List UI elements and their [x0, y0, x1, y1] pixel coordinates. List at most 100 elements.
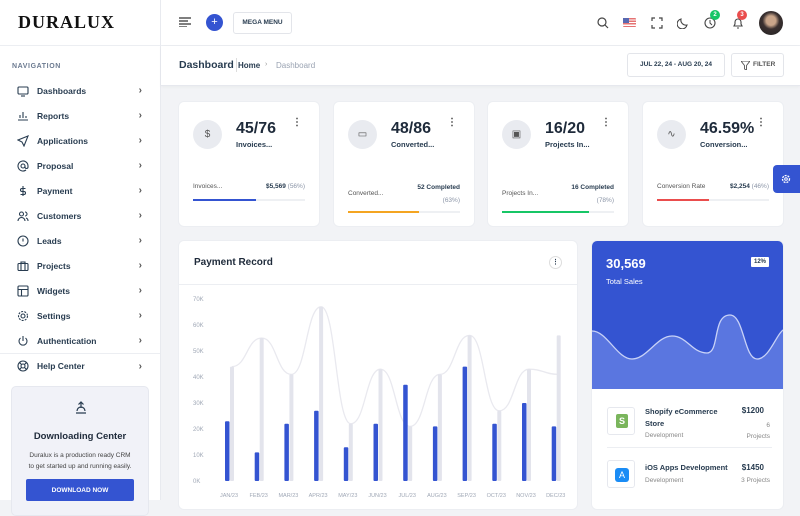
sidebar-item-authentication[interactable]: Authentication › [0, 328, 160, 353]
total-sales-label: Total Sales [606, 277, 643, 286]
sidebar-item-payment[interactable]: Payment › [0, 178, 160, 203]
at-icon [17, 160, 29, 172]
stat-value: 16/20 [545, 120, 586, 137]
menu-toggle-icon[interactable] [179, 17, 191, 27]
moon-icon[interactable] [677, 17, 689, 29]
bar-blue [432, 426, 438, 481]
bar-blue [314, 410, 319, 481]
more-options-icon[interactable]: ⋮ [756, 117, 766, 128]
x-tick-label: JUN/23 [368, 493, 386, 499]
chevron-right-icon: › [138, 160, 142, 171]
bar-blue [492, 423, 497, 481]
filter-icon [741, 61, 750, 70]
stat-label: Projects In... [545, 140, 590, 149]
item-price: $1450 [741, 463, 764, 472]
download-title: Downloading Center [33, 431, 127, 442]
x-tick-label: APR/23 [309, 493, 328, 499]
notification-badge: 3 [737, 10, 747, 20]
stat-footer-label: Conversion Rate [657, 183, 706, 190]
sales-item[interactable]: S Shopify eCommerce Store Development $12… [607, 406, 772, 448]
stat-card: ▣ 16/20 Projects In... ⋮ Projects In... … [487, 101, 629, 227]
stat-footer-label: Converted... [348, 190, 384, 197]
send-icon [17, 134, 29, 147]
stat-progress-bar [193, 199, 305, 201]
download-now-button[interactable]: DOWNLOAD NOW [26, 479, 134, 501]
page-title: Dashboard [179, 59, 234, 71]
sidebar-item-label: Help Center [37, 361, 85, 371]
search-icon[interactable] [597, 17, 609, 29]
x-tick-label: JUL/23 [398, 493, 415, 499]
line-series [231, 306, 559, 428]
stat-footer-label: Invoices... [193, 183, 223, 190]
more-options-icon[interactable]: ⋮ [447, 117, 457, 128]
x-tick-label: MAR/23 [278, 493, 298, 499]
alert-icon [17, 234, 29, 247]
sidebar-item-label: Customers [37, 210, 82, 221]
chevron-right-icon: › [138, 235, 142, 246]
total-sales-value: 30,569 [606, 256, 646, 271]
stat-footer-percent: (56%) [287, 183, 305, 190]
sidebar-item-leads[interactable]: Leads › [0, 228, 160, 253]
sidebar-item-dashboards[interactable]: Dashboards › [0, 78, 160, 103]
fullscreen-icon[interactable] [651, 17, 663, 29]
item-name: Shopify eCommerce [645, 407, 718, 416]
chevron-right-icon: › [138, 310, 142, 321]
sidebar-item-widgets[interactable]: Widgets › [0, 278, 160, 303]
item-name-2: Store [645, 419, 665, 428]
bar-blue [284, 423, 289, 481]
bar-blue [403, 384, 408, 481]
bar-grey [527, 369, 531, 481]
bar-blue [343, 447, 349, 481]
sidebar-item-projects[interactable]: Projects › [0, 253, 160, 278]
payment-record-chart: 0K 10K 20K 30K 40K 50K 60K 70K JAN/23 FEB/23 MAR/2… [193, 297, 565, 499]
nav-section-label: NAVIGATION [12, 63, 61, 70]
top-header: + MEGA MENU 2 3 [161, 0, 800, 46]
stat-progress-bar [502, 211, 614, 213]
stat-progress-bar [657, 199, 769, 201]
x-tick-label: SEP/23 [457, 493, 476, 499]
stat-value: 48/86 [391, 120, 432, 137]
sidebar-item-applications[interactable]: Applications › [0, 128, 160, 153]
stat-label: Conversion... [700, 140, 748, 149]
sidebar-item-settings[interactable]: Settings › [0, 303, 160, 328]
sidebar-item-label: Authentication [37, 335, 97, 346]
stat-card: ▭ 48/86 Converted... ⋮ Converted... 52 C… [333, 101, 475, 227]
us-flag-icon[interactable] [623, 18, 636, 27]
bar-grey [230, 366, 234, 481]
briefcase-icon: ▣ [502, 120, 531, 149]
sales-item[interactable]: A iOS Apps Development Development $1450… [607, 459, 772, 499]
logo[interactable]: DURALUX [0, 0, 160, 46]
stat-value: 46.59% [700, 120, 755, 137]
theme-customizer-button[interactable] [773, 165, 800, 193]
date-range-picker[interactable]: JUL 22, 24 - AUG 20, 24 [627, 53, 725, 77]
bar-grey [348, 423, 353, 481]
chart-more-icon[interactable]: ⋮ [549, 256, 562, 269]
timer-badge: 2 [710, 10, 720, 20]
sidebar-item-customers[interactable]: Customers › [0, 203, 160, 228]
item-count: 3 Projects [741, 477, 770, 484]
item-price: $1200 [741, 406, 764, 415]
sidebar-item-label: Reports [37, 110, 70, 121]
users-icon [17, 210, 29, 222]
more-options-icon[interactable]: ⋮ [292, 117, 302, 128]
x-tick-label: AUG/23 [427, 493, 447, 499]
chevron-right-icon: › [138, 85, 142, 96]
bar-blue [462, 366, 468, 481]
bar-blue [225, 421, 230, 481]
stat-footer-value: $2,254 [729, 183, 750, 190]
sidebar-item-label: Settings [37, 310, 71, 321]
cast-icon: ▭ [348, 120, 377, 149]
bar-grey [467, 335, 472, 481]
mega-menu-button[interactable]: MEGA MENU [233, 12, 292, 34]
breadcrumb-home[interactable]: Home [238, 61, 261, 70]
sidebar-item-reports[interactable]: Reports › [0, 103, 160, 128]
filter-button[interactable]: FILTER [731, 53, 784, 77]
chevron-right-icon: › [138, 185, 142, 196]
item-count: 6 [766, 422, 770, 429]
sidebar-item-proposal[interactable]: Proposal › [0, 153, 160, 178]
add-button[interactable]: + [206, 14, 223, 31]
user-avatar[interactable] [759, 11, 783, 35]
sidebar-item-help-center[interactable]: Help Center › [0, 353, 160, 378]
stat-footer-value: $5,569 [265, 183, 286, 190]
more-options-icon[interactable]: ⋮ [601, 117, 611, 128]
